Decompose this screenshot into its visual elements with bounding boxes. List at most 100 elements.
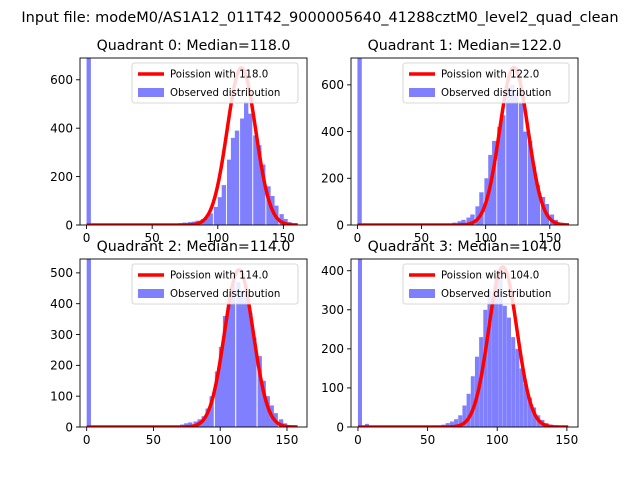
legend-box bbox=[131, 62, 299, 104]
legend-line-label: Poission with 118.0 bbox=[170, 70, 268, 81]
histogram-bar bbox=[240, 291, 245, 427]
histogram-bar bbox=[506, 87, 511, 225]
histogram-bar bbox=[226, 159, 232, 225]
panel-title: Quadrant 0: Median=118.0 bbox=[97, 38, 291, 54]
histogram-bar bbox=[502, 305, 507, 427]
histogram-bar bbox=[531, 166, 537, 225]
y-tick-label: 400 bbox=[50, 121, 73, 135]
histogram-bar bbox=[257, 356, 262, 427]
legend: Poission with 118.0 Observed distribution bbox=[131, 62, 299, 104]
legend: Poission with 114.0 Observed distribution bbox=[131, 263, 299, 305]
x-tick-label: 50 bbox=[145, 231, 160, 245]
histogram-bar bbox=[475, 206, 480, 225]
histogram-bar bbox=[86, 58, 91, 225]
y-tick-label: 600 bbox=[321, 78, 344, 92]
legend: Poission with 122.0 Observed distribution bbox=[402, 62, 570, 104]
histogram-bar bbox=[523, 384, 528, 427]
y-tick-label: 100 bbox=[50, 389, 73, 403]
histogram-bar bbox=[513, 94, 519, 225]
histogram-bar bbox=[522, 131, 528, 225]
poisson-curve bbox=[357, 265, 569, 427]
histogram-bar bbox=[213, 206, 219, 225]
histogram-bar bbox=[506, 317, 512, 427]
poisson-curve bbox=[86, 268, 299, 427]
legend-hist-swatch bbox=[409, 289, 435, 298]
legend-box bbox=[402, 62, 570, 104]
y-tick-label: 400 bbox=[50, 297, 73, 311]
histogram-bar bbox=[519, 368, 524, 427]
y-tick-label: 0 bbox=[336, 420, 344, 434]
histogram-bar bbox=[86, 259, 91, 427]
histogram-bar bbox=[515, 348, 520, 427]
histogram-bar bbox=[188, 422, 193, 427]
x-tick-label: 0 bbox=[83, 433, 91, 447]
histogram-bar bbox=[540, 196, 546, 225]
axes-frame bbox=[79, 258, 308, 428]
histogram-bar bbox=[214, 371, 220, 427]
histogram-bar bbox=[261, 164, 266, 225]
y-tick-label: 0 bbox=[65, 218, 73, 232]
panel-title: Quadrant 1: Median=122.0 bbox=[368, 38, 562, 54]
histogram-bar bbox=[209, 396, 214, 427]
histogram-bar bbox=[458, 415, 463, 427]
histogram-bar bbox=[498, 274, 503, 427]
x-tick-label: 100 bbox=[209, 433, 232, 447]
histogram-bar bbox=[501, 115, 506, 225]
histogram-bar bbox=[449, 421, 454, 427]
histogram-bar bbox=[265, 396, 270, 427]
quadrant-2-panel: 0 50 100 150 0 100 200 300 400 500 Quadrant 2: Med… bbox=[50, 239, 308, 447]
legend-hist-swatch bbox=[138, 289, 164, 298]
axes-frame bbox=[350, 57, 579, 226]
x-tick-label: 150 bbox=[538, 231, 561, 245]
histogram-bar bbox=[487, 290, 492, 427]
histogram-bar bbox=[218, 346, 224, 427]
y-tick-label: 200 bbox=[50, 170, 73, 184]
histogram-bar bbox=[357, 58, 362, 225]
x-tick-label: 50 bbox=[420, 433, 435, 447]
histogram-bar bbox=[230, 285, 236, 427]
panel-title: Quadrant 3: Median=104.0 bbox=[368, 239, 562, 255]
histogram-bar bbox=[279, 214, 284, 225]
y-tick-label: 400 bbox=[321, 264, 344, 278]
x-tick-label: 100 bbox=[474, 231, 497, 245]
histogram-bar bbox=[470, 214, 475, 225]
histogram-bar bbox=[205, 408, 210, 427]
histogram-bar bbox=[234, 130, 240, 225]
histogram-bar bbox=[457, 221, 462, 225]
histogram-bar bbox=[483, 309, 488, 427]
axes-frame bbox=[79, 57, 308, 226]
x-tick-label: 0 bbox=[354, 231, 362, 245]
legend-line-label: Poission with 104.0 bbox=[441, 271, 539, 282]
x-tick-label: 50 bbox=[414, 231, 429, 245]
legend-hist-label: Observed distribution bbox=[170, 88, 280, 99]
histogram-bar bbox=[252, 337, 257, 427]
legend-hist-swatch bbox=[409, 88, 435, 97]
y-tick-label: 200 bbox=[50, 359, 73, 373]
histogram-bar bbox=[462, 405, 467, 427]
y-tick-label: 200 bbox=[321, 342, 344, 356]
y-tick-label: 600 bbox=[50, 73, 73, 87]
histogram-bar bbox=[466, 217, 471, 225]
histogram-bar bbox=[230, 137, 236, 225]
histogram-bar bbox=[527, 140, 533, 225]
quadrant-1-panel: 0 50 100 150 0 200 400 600 Quadrant 1: Median=12… bbox=[321, 38, 579, 245]
histogram-bar bbox=[257, 145, 262, 225]
legend-hist-label: Observed distribution bbox=[170, 289, 280, 300]
histogram-bar bbox=[247, 113, 253, 225]
histogram-bar bbox=[236, 282, 241, 427]
histogram-bar bbox=[466, 393, 471, 427]
x-tick-label: 150 bbox=[555, 433, 578, 447]
histogram-bar bbox=[221, 185, 227, 225]
histogram-bar bbox=[461, 219, 466, 225]
legend-box bbox=[402, 263, 570, 305]
y-tick-label: 100 bbox=[321, 381, 344, 395]
plot-area bbox=[86, 259, 299, 427]
y-tick-label: 400 bbox=[321, 125, 344, 139]
histogram-bar bbox=[357, 259, 363, 427]
histogram-bar bbox=[266, 186, 271, 225]
histogram-bar bbox=[497, 126, 502, 225]
legend-hist-swatch bbox=[138, 88, 164, 97]
histogram-bar bbox=[226, 303, 232, 427]
histogram-bar bbox=[204, 217, 209, 225]
x-tick-label: 150 bbox=[272, 231, 295, 245]
